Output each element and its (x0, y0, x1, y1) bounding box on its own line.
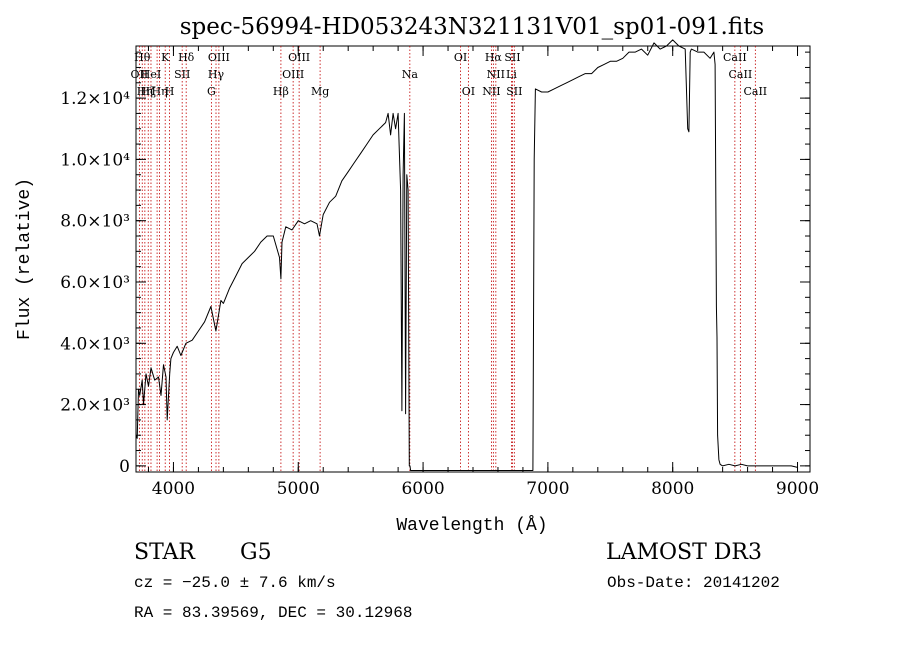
line-marker-label: NII (487, 68, 505, 81)
line-marker-label: OIII (208, 51, 230, 64)
y-tick-label: 2.0×10³ (60, 396, 130, 416)
y-tick-label: 1.0×10⁴ (60, 150, 130, 170)
x-tick-label: 9000 (776, 479, 819, 499)
line-marker-label: Hγ (208, 68, 225, 81)
line-marker-label: CaII (743, 85, 767, 98)
y-tick-label: 4.0×10³ (60, 334, 130, 354)
x-tick-label: 6000 (401, 479, 444, 499)
x-tick-label: 8000 (651, 479, 694, 499)
line-marker-label: Mg (311, 85, 329, 98)
survey-name: LAMOST DR3 (606, 540, 762, 565)
line-marker-label: OII (131, 68, 149, 81)
line-marker-label: Hβ (273, 85, 289, 98)
line-marker-label: SII (506, 85, 522, 98)
line-marker-label: OI (462, 85, 475, 98)
obs-date: Obs-Date: 20141202 (607, 574, 780, 592)
line-marker-label: Li (506, 68, 517, 81)
x-tick-label: 5000 (277, 479, 320, 499)
line-marker-label: OIII (288, 51, 310, 64)
y-tick-labels: 0 2.0×10³ 4.0×10³ 6.0×10³ 8.0×10³ 1.0×10⁴ 1.2×… (60, 89, 130, 477)
line-marker-label: K (161, 51, 170, 64)
x-axis-label: Wavelength (Å) (396, 515, 547, 536)
line-marker-label: Hθ (134, 51, 151, 64)
line-marker-label: SII (174, 68, 190, 81)
line-marker-label: CaII (723, 51, 747, 64)
object-class: STAR (134, 540, 195, 565)
redshift-info: cz = −25.0 ± 7.6 km/s (134, 574, 336, 592)
y-axis-label: Flux (relative) (15, 178, 35, 340)
y-tick-label: 6.0×10³ (60, 273, 130, 293)
x-tick-label: 7000 (526, 479, 569, 499)
coordinates: RA = 83.39569, DEC = 30.12968 (134, 604, 413, 622)
line-marker-label: H (165, 85, 175, 98)
line-marker-label: Na (402, 68, 419, 81)
spectrum-series-line (135, 39, 798, 471)
line-marker-label: HeI (141, 68, 161, 81)
x-tick-label: 4000 (152, 479, 195, 499)
line-marker-label: Hδ (178, 51, 195, 64)
line-marker-label: Hζ (140, 85, 156, 98)
line-marker-label: OI (454, 51, 467, 64)
line-marker-label: OIII (282, 68, 304, 81)
y-tick-label: 0 (119, 457, 130, 477)
line-marker-label: Hη (137, 85, 153, 98)
y-tick-label: 1.2×10⁴ (60, 89, 130, 109)
line-marker-label: Hα (485, 51, 503, 64)
line-marker-label: Hη (151, 85, 167, 98)
axis-ticks (136, 46, 810, 472)
line-marker-label: CaII (729, 68, 753, 81)
line-markers (138, 46, 756, 472)
line-marker-label: SII (504, 51, 520, 64)
line-marker-label: G (207, 85, 216, 98)
chart-title: spec-56994-HD053243N321131V01_sp01-091.f… (180, 14, 765, 40)
y-tick-label: 8.0×10³ (60, 212, 130, 232)
object-subclass: G5 (240, 540, 272, 565)
x-tick-labels: 4000 5000 6000 7000 8000 9000 (152, 479, 819, 499)
line-marker-label: NII (482, 85, 500, 98)
plot-frame (135, 45, 811, 473)
